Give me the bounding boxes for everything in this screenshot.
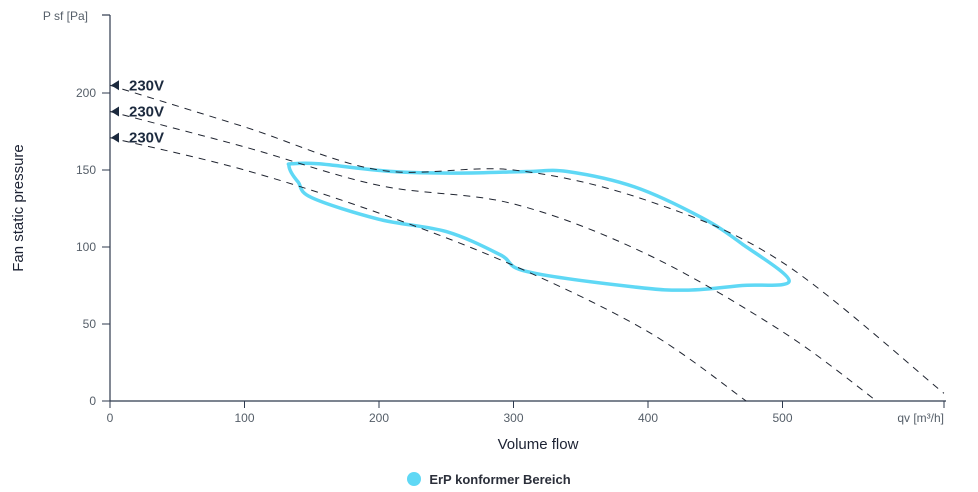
y-tick-label: 0 [89,394,96,408]
y-axis-title: Fan static pressure [10,144,27,272]
curve-label-1: 230V [129,77,164,94]
curve-label-2: 230V [129,103,164,120]
y-tick-label: 50 [83,317,97,331]
x-tick-label: 400 [638,411,658,425]
erp-area-outline [286,161,791,292]
curve-marker-2 [111,106,119,117]
y-tick-label: 200 [76,86,96,100]
x-tick-label: 500 [772,411,792,425]
y-tick-label: 150 [76,163,96,177]
curve-marker-3 [111,132,119,143]
x-tick-label: 0 [107,411,114,425]
x-axis-title: Volume flow [498,436,579,453]
fan-curve-line-1 [109,84,945,394]
legend: ErP konformer Bereich [0,472,978,487]
y-tick-label: 100 [76,240,96,254]
y-axis-unit-label: P sf [Pa] [43,9,88,23]
curve-marker-1 [111,80,119,91]
x-axis-unit-label: qv [m³/h] [897,411,944,425]
legend-label-erp: ErP konformer Bereich [429,472,571,487]
x-tick-label: 200 [369,411,389,425]
x-tick-label: 300 [503,411,523,425]
legend-marker-erp [407,472,422,486]
curve-label-3: 230V [129,130,164,147]
x-tick-label: 100 [234,411,254,425]
fan-curve-line-3 [109,137,747,402]
